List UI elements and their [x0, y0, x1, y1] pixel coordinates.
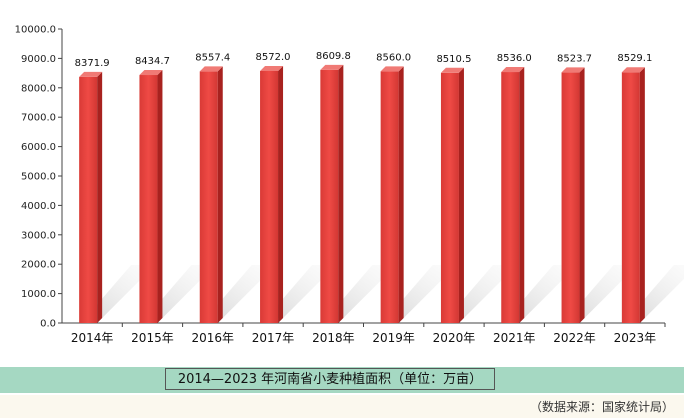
bar-top	[501, 67, 525, 73]
y-tick-label: 6000.0	[21, 142, 56, 153]
data-label: 8536.0	[497, 53, 532, 64]
y-tick-label: 10000.0	[15, 25, 56, 36]
bar	[260, 70, 279, 323]
bar	[621, 72, 640, 323]
bar-side	[278, 65, 284, 323]
x-tick-label: 2020年	[433, 331, 476, 345]
bar-top	[561, 67, 585, 73]
data-label: 8434.7	[135, 56, 170, 67]
chart-caption: 2014—2023 年河南省小麦种植面积（单位：万亩）	[165, 368, 495, 390]
bar	[320, 69, 339, 323]
y-tick-label: 2000.0	[21, 260, 56, 271]
bar	[139, 75, 158, 323]
source-note: （数据来源：国家统计局）	[529, 400, 674, 414]
x-tick-label: 2015年	[131, 331, 174, 345]
data-label: 8523.7	[557, 53, 592, 64]
bar-side	[639, 67, 645, 323]
bar	[380, 71, 399, 323]
y-tick-label: 7000.0	[21, 113, 56, 124]
bar-side	[338, 64, 344, 323]
bar-top	[79, 71, 103, 77]
y-tick-label: 5000.0	[21, 172, 56, 183]
bar	[79, 76, 98, 323]
x-tick-label: 2022年	[553, 331, 596, 345]
bar-top	[621, 67, 645, 73]
x-tick-label: 2018年	[312, 331, 355, 345]
x-tick-label: 2023年	[614, 331, 657, 345]
bars	[79, 64, 645, 324]
y-tick-label: 4000.0	[21, 201, 56, 212]
x-tick-label: 2014年	[71, 331, 114, 345]
y-tick-label: 9000.0	[21, 54, 56, 65]
bar-side	[398, 66, 404, 323]
y-tick-label: 0.0	[40, 319, 56, 330]
data-labels: 8371.9 8434.7 8557.4 8572.0 8609.8 8560.0 8510…	[75, 51, 653, 69]
data-label: 8572.0	[256, 52, 291, 63]
data-label: 8560.0	[376, 52, 411, 63]
y-tick-label: 8000.0	[21, 83, 56, 94]
bar-top	[440, 67, 464, 73]
x-axis-tick-labels: 2014年 2015年 2016年 2017年 2018年 2019年 2020年 2021年…	[71, 331, 656, 345]
x-tick-label: 2021年	[493, 331, 536, 345]
bar-side	[217, 66, 223, 323]
data-label: 8529.1	[617, 53, 652, 64]
x-tick-label: 2016年	[191, 331, 234, 345]
x-tick-label: 2017年	[252, 331, 295, 345]
data-label: 8609.8	[316, 51, 351, 62]
y-tick-label: 1000.0	[21, 289, 56, 300]
bar-top	[139, 70, 163, 76]
bar-top	[380, 66, 404, 72]
x-tick-label: 2019年	[372, 331, 415, 345]
bar-side	[458, 67, 464, 324]
data-label: 8510.5	[436, 54, 471, 65]
source-band	[0, 395, 684, 418]
bar-side	[579, 67, 585, 323]
bar	[561, 72, 580, 323]
bar	[440, 72, 459, 324]
bar-side	[97, 71, 103, 323]
bar-top	[199, 66, 223, 72]
bar-top	[260, 65, 284, 71]
data-label: 8371.9	[75, 58, 110, 69]
bar-top	[320, 64, 344, 70]
data-label: 8557.4	[195, 52, 230, 63]
y-tick-label: 3000.0	[21, 230, 56, 241]
bar-chart: 0.0 1000.0 2000.0 3000.0 4000.0 5000.0 6000.0 7…	[15, 25, 684, 345]
bar	[501, 72, 520, 324]
bar-side	[157, 70, 163, 323]
bar-side	[519, 67, 525, 324]
y-axis-tick-labels: 0.0 1000.0 2000.0 3000.0 4000.0 5000.0 6000.0 7…	[15, 25, 56, 330]
bar	[199, 71, 218, 323]
